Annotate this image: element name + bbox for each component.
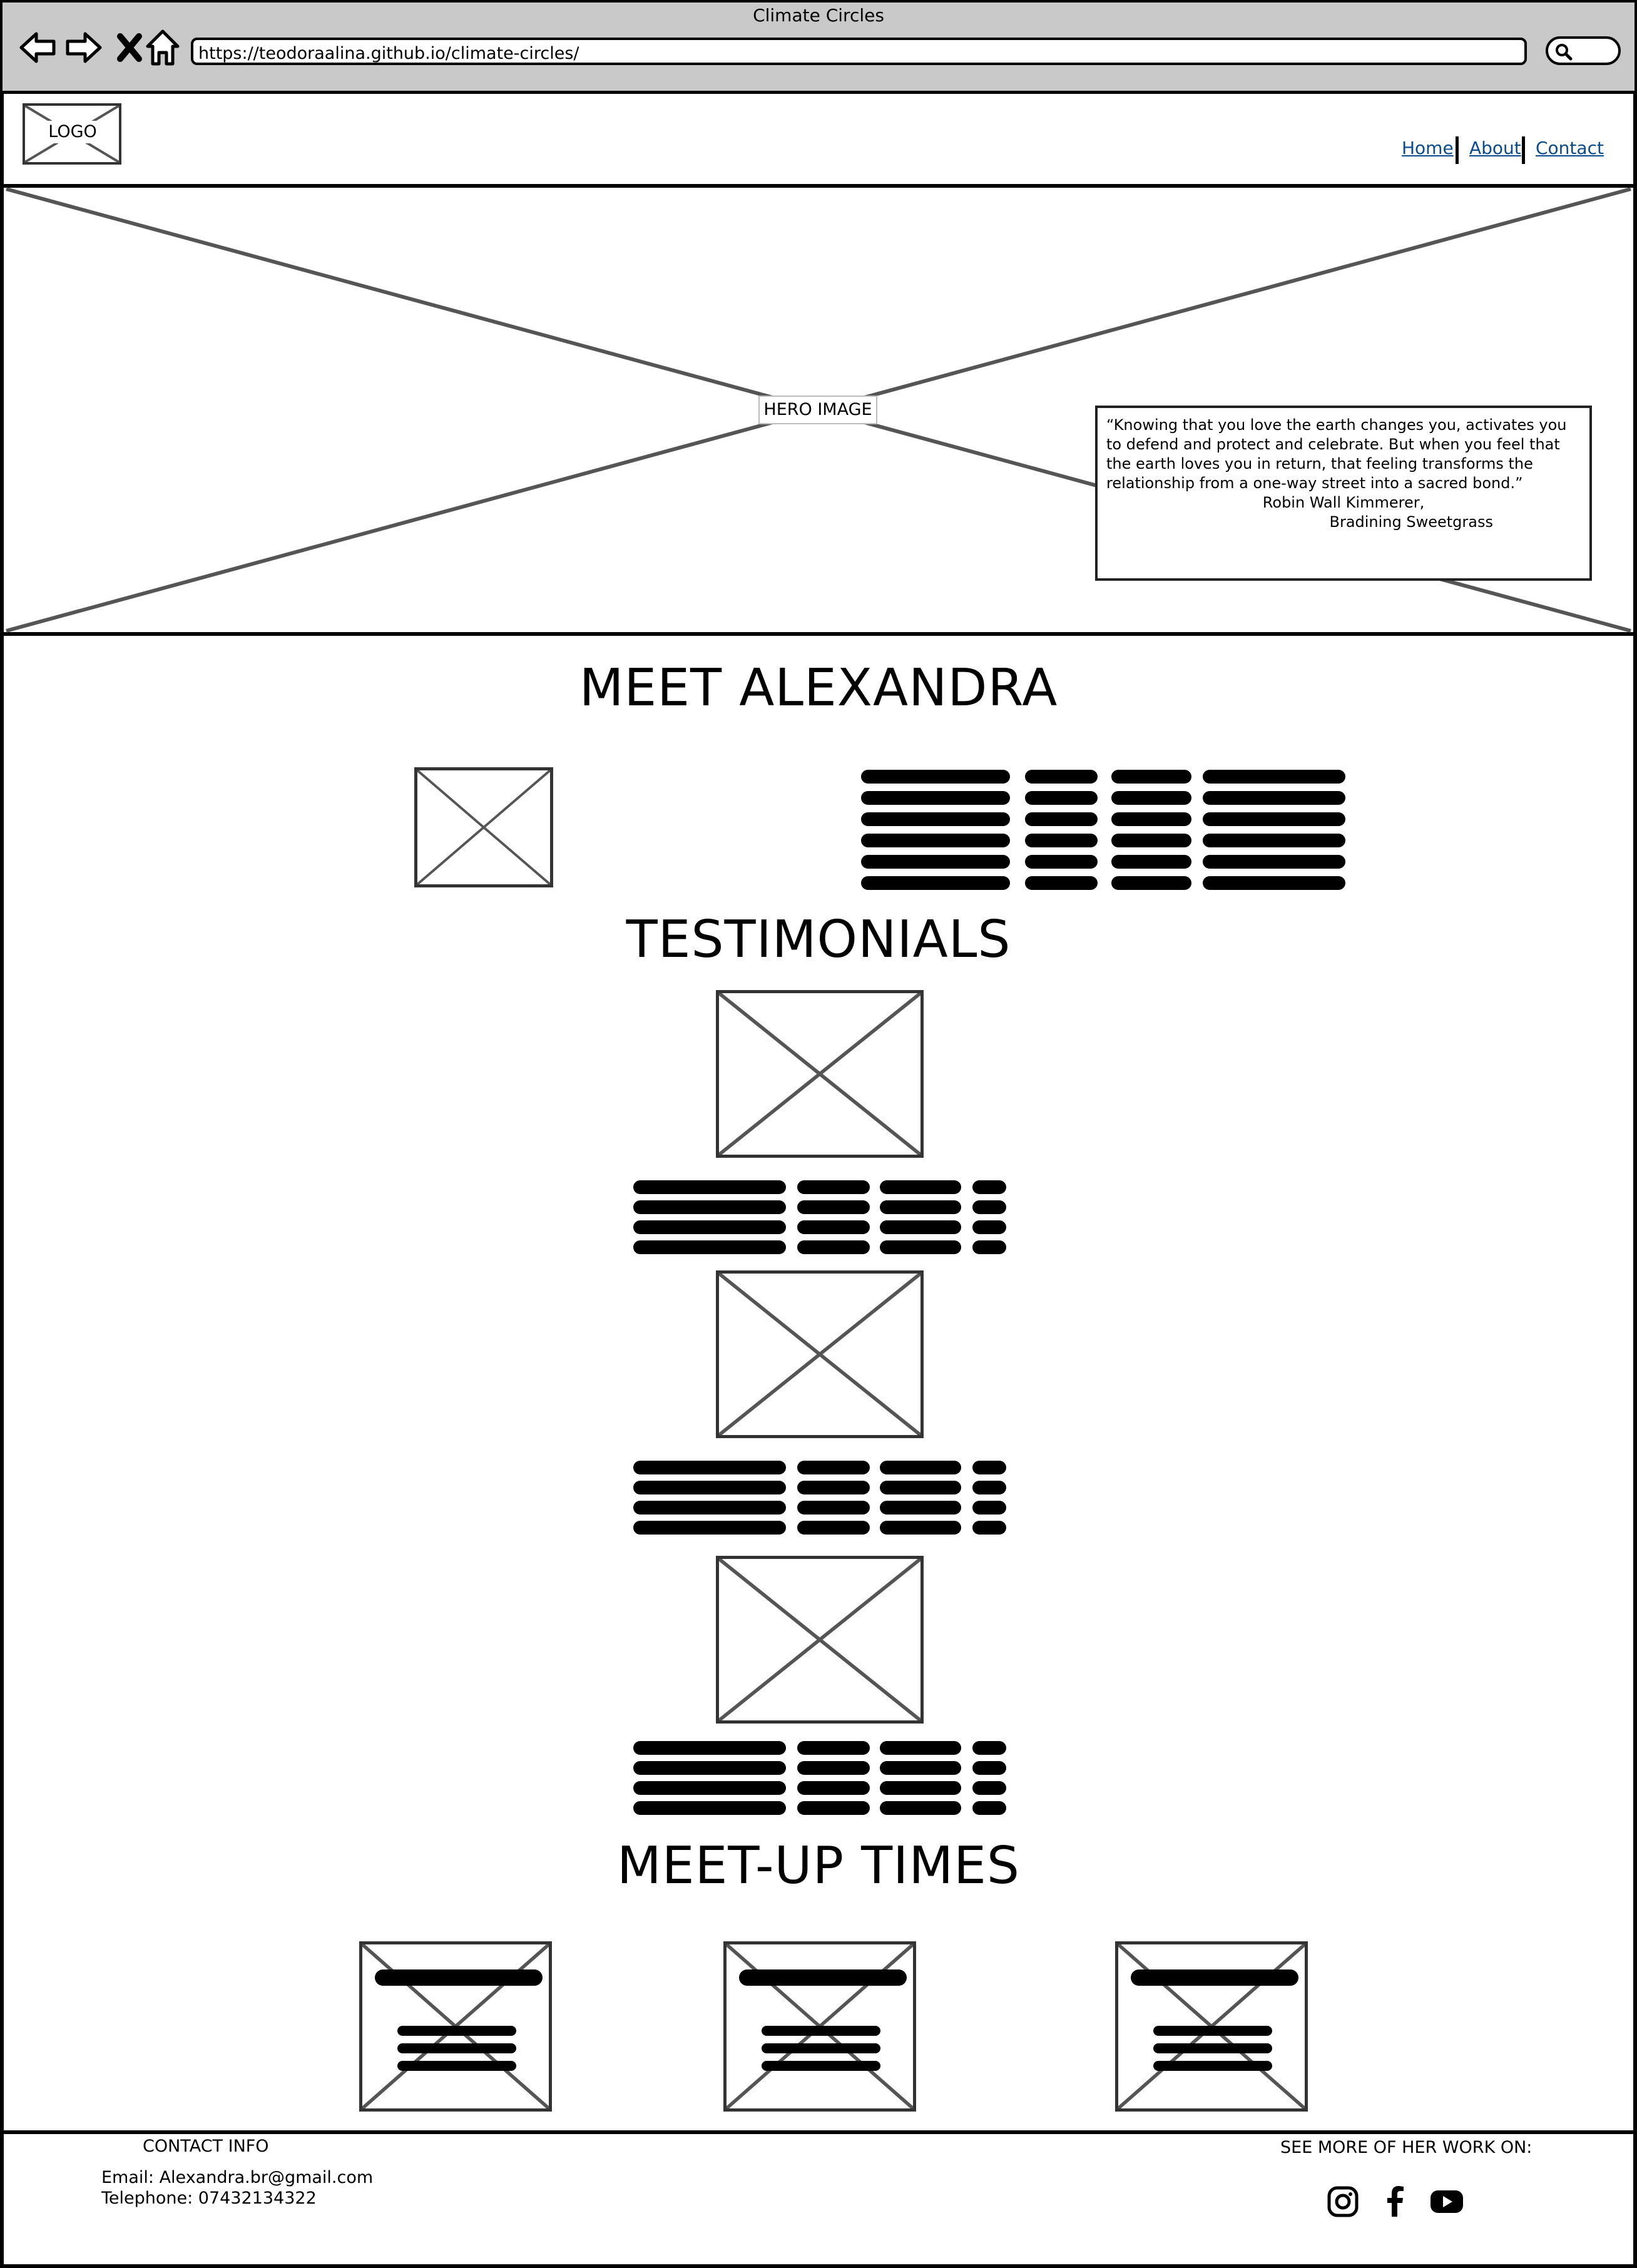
page-frame: [0, 91, 1637, 2268]
meetup-card-placeholder: [723, 1941, 916, 2112]
testimonial-text-placeholder: [633, 1461, 1006, 1535]
youtube-icon[interactable]: [1429, 2184, 1464, 2219]
about-image-placeholder: [414, 767, 553, 887]
meetup-details-placeholder: [762, 2026, 880, 2071]
meetups-heading: MEET-UP TIMES: [617, 1836, 1020, 1896]
testimonial-image-placeholder: [716, 990, 924, 1158]
window-title: Climate Circles: [753, 5, 884, 26]
meetup-details-placeholder: [1153, 2026, 1272, 2071]
about-text-placeholder: [861, 770, 1345, 890]
meetup-card-placeholder: [1115, 1941, 1308, 2112]
browser-search-field[interactable]: [1546, 36, 1621, 65]
testimonial-text-placeholder: [633, 1180, 1006, 1254]
hero-quote-book: Bradining Sweetgrass: [1329, 513, 1493, 531]
nav-separator: [1456, 136, 1459, 164]
back-arrow-icon[interactable]: [18, 28, 58, 68]
testimonial-image-placeholder: [716, 1556, 924, 1724]
meetup-title-placeholder: [375, 1969, 543, 1986]
home-icon[interactable]: [143, 28, 183, 68]
testimonial-image-placeholder: [716, 1270, 924, 1438]
footer-contact-title: CONTACT INFO: [143, 2137, 269, 2156]
nav-contact-link[interactable]: Contact: [1536, 138, 1604, 158]
header-divider: [0, 184, 1637, 188]
nav-about-link[interactable]: About: [1469, 138, 1521, 158]
forward-arrow-icon[interactable]: [64, 28, 104, 68]
search-icon: [1556, 44, 1573, 61]
facebook-icon[interactable]: [1378, 2184, 1413, 2219]
nav-home-link[interactable]: Home: [1402, 138, 1454, 158]
footer-phone: Telephone: 07432134322: [101, 2189, 317, 2208]
address-bar[interactable]: https://teodoraalina.github.io/climate-c…: [191, 38, 1527, 65]
footer-social-title: SEE MORE OF HER WORK ON:: [1280, 2138, 1532, 2157]
hero-quote-author: Robin Wall Kimmerer,: [1262, 494, 1425, 511]
close-icon[interactable]: [110, 28, 150, 68]
hero-quote-box: “Knowing that you love the earth changes…: [1095, 406, 1592, 581]
hero-image-label: HERO IMAGE: [758, 396, 877, 424]
footer-divider: [0, 2130, 1637, 2134]
footer-email: Email: Alexandra.br@gmail.com: [101, 2168, 374, 2187]
meetup-title-placeholder: [739, 1969, 907, 1986]
testimonials-heading: TESTIMONIALS: [626, 910, 1011, 969]
hero-divider: [0, 632, 1637, 636]
meetup-title-placeholder: [1131, 1969, 1298, 1986]
testimonial-text-placeholder: [633, 1741, 1006, 1815]
meetup-card-placeholder: [359, 1941, 552, 2112]
nav-separator: [1522, 136, 1525, 164]
hero-quote-text: “Knowing that you love the earth changes…: [1106, 416, 1567, 492]
about-heading: MEET ALEXANDRA: [579, 658, 1058, 718]
meetup-details-placeholder: [397, 2026, 516, 2071]
instagram-icon[interactable]: [1325, 2184, 1360, 2219]
logo-label: LOGO: [39, 121, 106, 143]
